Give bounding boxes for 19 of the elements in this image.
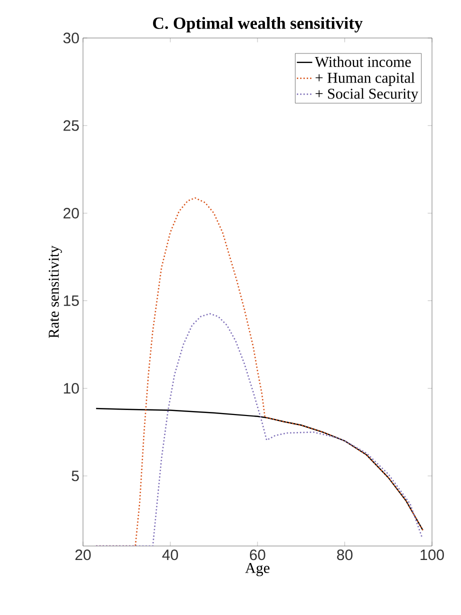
y-tick-label: 30 xyxy=(63,32,79,44)
x-tick-label: 20 xyxy=(75,550,91,560)
legend-label: + Human capital xyxy=(316,72,415,86)
x-tick-label: 40 xyxy=(162,550,178,560)
chart-title: C. Optimal wealth sensitivity xyxy=(153,17,363,32)
y-tick-label: 20 xyxy=(64,208,79,218)
x-tick-label: 100 xyxy=(420,550,444,560)
x-tick-label: 60 xyxy=(250,550,266,560)
y-tick-label: 10 xyxy=(64,383,79,394)
x-tick-label: 80 xyxy=(337,550,352,560)
line-series xyxy=(95,313,423,546)
y-tick-label: 15 xyxy=(64,296,79,306)
line-series xyxy=(95,408,424,531)
legend-label: Without income xyxy=(314,56,411,68)
y-tick-label: 5 xyxy=(72,470,79,482)
y-axis-title: Rate sensitivity xyxy=(48,246,62,338)
y-tick-label: 25 xyxy=(64,120,79,131)
x-axis-title: Age xyxy=(245,563,270,576)
legend-label: + Social Security xyxy=(316,88,418,102)
